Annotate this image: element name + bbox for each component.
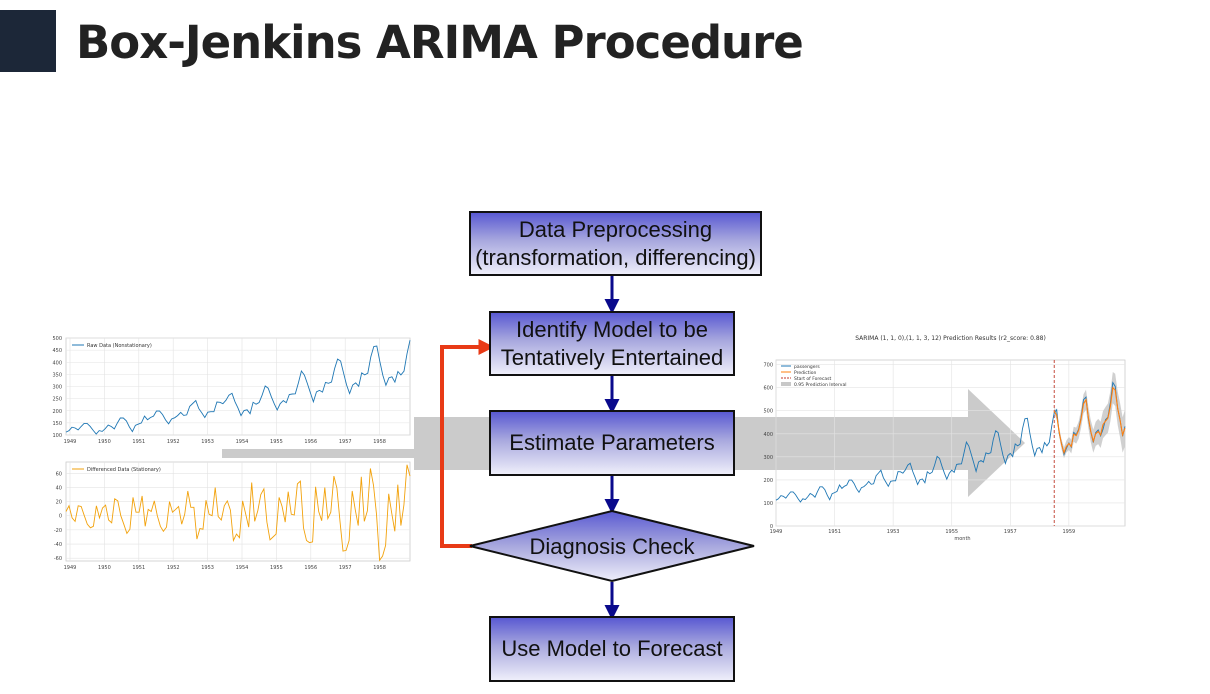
step-data-preprocessing-label: Data Preprocessing (transformation, diff… — [475, 216, 756, 270]
raw-y-tick-label: 400 — [52, 360, 62, 366]
raw-y-tick-label: 150 — [52, 421, 62, 427]
raw-x-tick-label: 1955 — [270, 439, 283, 445]
diff-series-line — [65, 464, 411, 562]
diff-x-tick-label: 1954 — [236, 565, 249, 571]
sarima-y-tick-label: 600 — [763, 386, 773, 392]
raw-y-tick-label: 500 — [52, 336, 62, 342]
diff-y-tick-label: -60 — [54, 556, 62, 562]
raw-x-tick-label: 1957 — [339, 439, 352, 445]
sarima-x-tick-label: 1955 — [945, 529, 958, 535]
raw-x-tick-label: 1953 — [201, 439, 214, 445]
step-estimate-parameters: Estimate Parameters — [489, 410, 735, 476]
sarima-legend-label: Prediction — [794, 370, 817, 376]
sarima-x-tick-label: 1959 — [1063, 529, 1076, 535]
sarima-x-axis-label: month — [954, 536, 970, 542]
differenced-data-chart-panel: 60 40 20 0 -20 -40 -60 1949 1950 1951 1952 1953 1954… — [44, 458, 414, 575]
sarima-y-tick-label: 300 — [763, 455, 773, 461]
diff-plot-area — [65, 461, 411, 562]
diff-x-tick-label: 1956 — [304, 565, 317, 571]
sarima-chart-panel: SARIMA (1, 1, 0),(1, 1, 3, 12) Predictio… — [762, 330, 1132, 545]
raw-x-tick-label: 1949 — [64, 439, 77, 445]
feedback-arrow — [440, 339, 495, 548]
diff-y-tick-label: 40 — [56, 485, 62, 491]
sarima-title: SARIMA (1, 1, 0),(1, 1, 3, 12) Predictio… — [855, 335, 1046, 342]
sarima-y-tick-label: 700 — [763, 363, 773, 369]
sarima-x-tick-label: 1951 — [828, 529, 841, 535]
diff-x-tick-label: 1958 — [373, 565, 386, 571]
diff-legend-label: Differenced Data (Stationary) — [87, 467, 161, 473]
sarima-y-tick-label: 400 — [763, 432, 773, 438]
raw-legend-label: Raw Data (Nonstationary) — [87, 343, 152, 349]
raw-x-tick-label: 1958 — [373, 439, 386, 445]
diff-x-tick-label: 1950 — [98, 565, 111, 571]
sarima-x-tick-label: 1953 — [887, 529, 900, 535]
sarima-legend-label: Start of Forecast — [794, 376, 831, 382]
sarima-legend-label: 0.95 Prediction Interval — [794, 382, 846, 388]
sarima-x-tick-label: 1949 — [770, 529, 783, 535]
sarima-legend-label: passengers — [794, 364, 820, 370]
diff-x-tick-label: 1951 — [132, 565, 145, 571]
step-estimate-parameters-label: Estimate Parameters — [509, 430, 715, 455]
diff-x-tick-label: 1953 — [201, 565, 214, 571]
raw-x-tick-label: 1952 — [167, 439, 180, 445]
sarima-legend-swatch — [781, 382, 791, 386]
sarima-passengers-line — [775, 381, 1126, 503]
sarima-prediction-interval — [1054, 372, 1125, 459]
step-use-model-to-forecast: Use Model to Forecast — [489, 616, 735, 682]
diff-y-tick-label: -20 — [54, 528, 62, 534]
raw-x-tick-label: 1954 — [236, 439, 249, 445]
diff-x-tick-label: 1955 — [270, 565, 283, 571]
diagnosis-diamond — [469, 509, 755, 583]
sarima-prediction-line — [1053, 386, 1126, 455]
raw-x-tick-label: 1951 — [132, 439, 145, 445]
raw-y-tick-label: 250 — [52, 397, 62, 403]
step-identify-model-label: Identify Model to be Tentatively Enterta… — [500, 316, 724, 370]
diff-x-tick-label: 1957 — [339, 565, 352, 571]
raw-y-tick-label: 350 — [52, 372, 62, 378]
raw-y-tick-label: 450 — [52, 348, 62, 354]
step-identify-model: Identify Model to be Tentatively Enterta… — [489, 311, 735, 376]
diff-x-tick-label: 1949 — [64, 565, 77, 571]
step-data-preprocessing: Data Preprocessing (transformation, diff… — [469, 211, 762, 276]
raw-y-tick-label: 200 — [52, 409, 62, 415]
sarima-x-tick-label: 1957 — [1004, 529, 1017, 535]
title-accent-block — [0, 10, 56, 72]
sarima-y-tick-label: 200 — [763, 478, 773, 484]
raw-series-line — [65, 340, 411, 435]
diff-x-tick-label: 1952 — [167, 565, 180, 571]
sarima-prediction-chart: SARIMA (1, 1, 0),(1, 1, 3, 12) Predictio… — [763, 335, 1126, 542]
raw-x-tick-label: 1950 — [98, 439, 111, 445]
slide-title: Box-Jenkins ARIMA Procedure — [76, 16, 804, 69]
diff-y-tick-label: 20 — [56, 500, 62, 506]
raw-x-tick-label: 1956 — [304, 439, 317, 445]
raw-data-chart: 100 150 200 250 300 350 400 450 500 1949 1950 1951 1… — [52, 336, 411, 445]
sarima-y-tick-label: 0 — [770, 524, 773, 530]
sarima-y-tick-label: 100 — [763, 501, 773, 507]
sarima-y-tick-label: 500 — [763, 409, 773, 415]
raw-y-tick-label: 100 — [52, 433, 62, 439]
raw-data-chart-panel: 100 150 200 250 300 350 400 450 500 1949 1950 1951 1… — [44, 334, 414, 449]
step-diagnosis-check-label: Diagnosis Check — [529, 534, 695, 559]
diff-y-tick-label: -40 — [54, 542, 62, 548]
diff-y-tick-label: 0 — [59, 514, 62, 520]
step-use-model-to-forecast-label: Use Model to Forecast — [501, 636, 723, 661]
diff-y-tick-label: 60 — [56, 471, 62, 477]
raw-y-tick-label: 300 — [52, 385, 62, 391]
